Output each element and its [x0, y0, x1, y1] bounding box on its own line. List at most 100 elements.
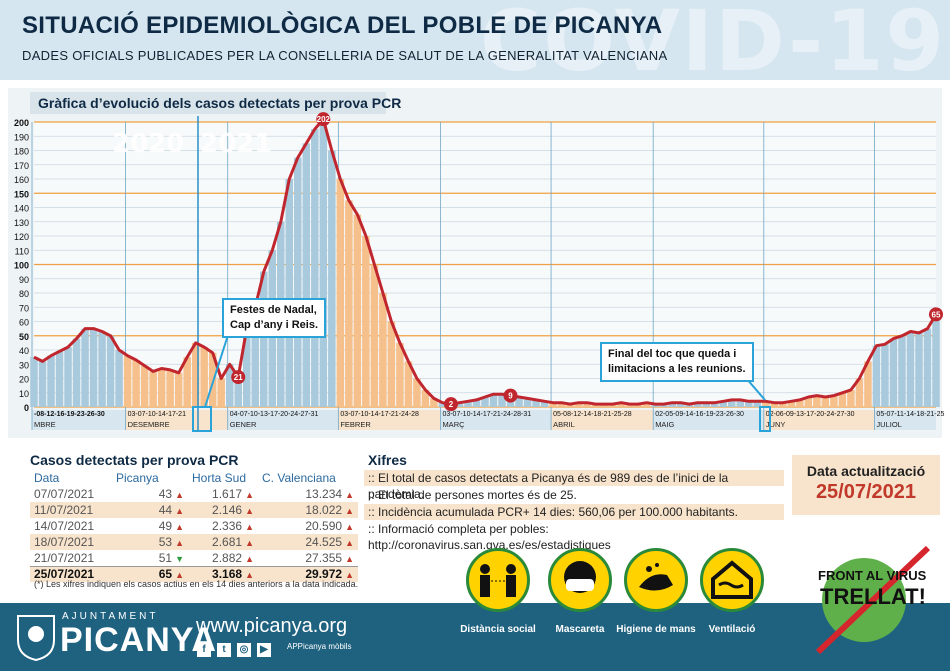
measure-label-distance: Distància social — [460, 624, 536, 635]
case-bar — [115, 350, 123, 407]
cases-table: Data Picanya Horta Sud C. Valenciana 07/… — [30, 470, 358, 582]
footer-town-name: PICANYA — [60, 621, 217, 659]
month-band — [874, 410, 936, 430]
row-date: 25/07/2021 — [30, 565, 112, 582]
case-bar — [166, 369, 174, 407]
highlight-box-christmas — [192, 406, 212, 432]
case-bar — [302, 143, 311, 407]
col-cv: C. Valenciana — [262, 471, 336, 485]
facebook-icon[interactable]: f — [197, 643, 211, 657]
case-bar — [753, 401, 762, 407]
case-bar — [540, 401, 549, 407]
data-point-marker — [231, 370, 246, 385]
trend-up-icon: ▲ — [175, 490, 184, 500]
annotation-christmas-line1: Festes de Nadal, — [230, 304, 317, 316]
covid-watermark: COVID-19 — [479, 0, 946, 90]
trend-up-icon: ▲ — [345, 538, 354, 548]
data-point-marker — [503, 388, 518, 403]
case-bar — [821, 397, 830, 407]
case-bar — [413, 378, 421, 407]
xifres-info-link[interactable]: :: Informació completa per pobles: http:… — [368, 522, 611, 552]
xifres-incidence: :: Incidència acumulada PCR+ 14 dies: 56… — [364, 504, 784, 520]
case-bar — [923, 328, 932, 407]
trend-up-icon: ▲ — [245, 522, 254, 532]
case-bar — [787, 401, 796, 407]
case-bar — [191, 342, 200, 407]
trend-up-icon: ▲ — [345, 553, 354, 564]
case-bar — [549, 402, 557, 407]
case-bar — [396, 342, 404, 407]
footer-ajuntament: AJUNTAMENT — [62, 611, 159, 622]
case-bar — [455, 402, 464, 407]
case-bar — [855, 378, 864, 407]
town-crest-icon — [17, 615, 55, 662]
data-point-label: 65 — [932, 310, 941, 319]
data-point-marker — [929, 307, 943, 322]
social-distance-icon — [466, 548, 530, 612]
row-picanya: 53 — [158, 535, 173, 549]
y-tick-label: 180 — [14, 147, 29, 157]
col-horta: Horta Sud — [192, 471, 247, 485]
case-bar — [106, 335, 115, 407]
y-tick-label: 170 — [14, 161, 29, 171]
month-band — [125, 410, 230, 430]
case-bar — [47, 355, 55, 407]
case-bar — [804, 397, 813, 407]
row-cv: 24.525 — [305, 535, 343, 549]
case-bar — [906, 331, 915, 407]
trend-down-icon: ▼ — [175, 553, 184, 564]
case-bar — [38, 361, 47, 407]
month-label: ABRIL — [553, 420, 575, 429]
row-picanya: 44 — [158, 503, 173, 517]
y-tick-label: 60 — [19, 318, 29, 328]
case-bar — [234, 377, 242, 407]
month-band — [32, 410, 128, 430]
case-bar — [676, 402, 685, 407]
row-cv: 20.590 — [305, 519, 343, 533]
case-bar — [285, 179, 294, 407]
case-bar — [915, 332, 923, 407]
month-label: JULIOL — [876, 420, 901, 429]
case-bar — [225, 364, 234, 407]
header-band — [0, 0, 950, 80]
case-bar — [770, 402, 779, 407]
case-bar — [702, 402, 710, 407]
case-bar — [796, 399, 804, 407]
y-tick-label: 10 — [19, 389, 29, 399]
day-tick-labels: 02-06-09-13-17-20-24-27-30 — [766, 411, 855, 418]
trend-up-icon: ▲ — [345, 570, 354, 581]
twitter-icon[interactable]: t — [217, 643, 231, 657]
case-bar — [328, 150, 336, 407]
instagram-icon[interactable]: ◎ — [237, 643, 251, 657]
table-row: 18/07/2021 53 ▲ 2.681 ▲ 24.525 ▲ — [30, 534, 358, 550]
measure-label-hygiene: Higiene de mans — [616, 624, 696, 635]
y-tick-label: 190 — [14, 132, 29, 142]
case-bar — [745, 401, 753, 407]
youtube-icon[interactable]: ▶ — [257, 643, 271, 657]
xifres-title: Xifres — [368, 452, 407, 468]
cases-table-header: Data Picanya Horta Sud C. Valenciana — [30, 470, 358, 486]
page-title: SITUACIÓ EPIDEMIOLÒGICA DEL POBLE DE PIC… — [22, 12, 663, 39]
case-bar — [311, 129, 319, 407]
row-horta: 3.168 — [212, 567, 243, 582]
trend-up-icon: ▲ — [175, 522, 184, 532]
case-bar — [72, 338, 81, 407]
case-bar — [889, 338, 898, 407]
row-cv: 18.022 — [305, 503, 343, 517]
callout-pointer-christmas — [204, 334, 229, 408]
footer-website-link[interactable]: www.picanya.org — [196, 615, 348, 637]
case-bar — [472, 399, 481, 407]
row-date: 07/07/2021 — [34, 487, 95, 501]
trend-up-icon: ▲ — [245, 506, 254, 516]
campaign-line2: TRELLAT! — [820, 584, 926, 609]
annotation-christmas-line2: Cap d’any i Reis. — [230, 319, 319, 331]
hand-wash-icon — [624, 548, 688, 612]
col-picanya: Picanya — [116, 471, 159, 485]
case-bar — [464, 401, 472, 407]
case-bar — [370, 264, 379, 407]
update-label: Data actualització — [806, 463, 926, 479]
row-horta: 2.146 — [212, 503, 243, 517]
month-label: GENER — [230, 420, 257, 429]
annotation-christmas: Festes de Nadal, Cap d’any i Reis. — [222, 298, 327, 338]
case-bar — [251, 307, 259, 407]
